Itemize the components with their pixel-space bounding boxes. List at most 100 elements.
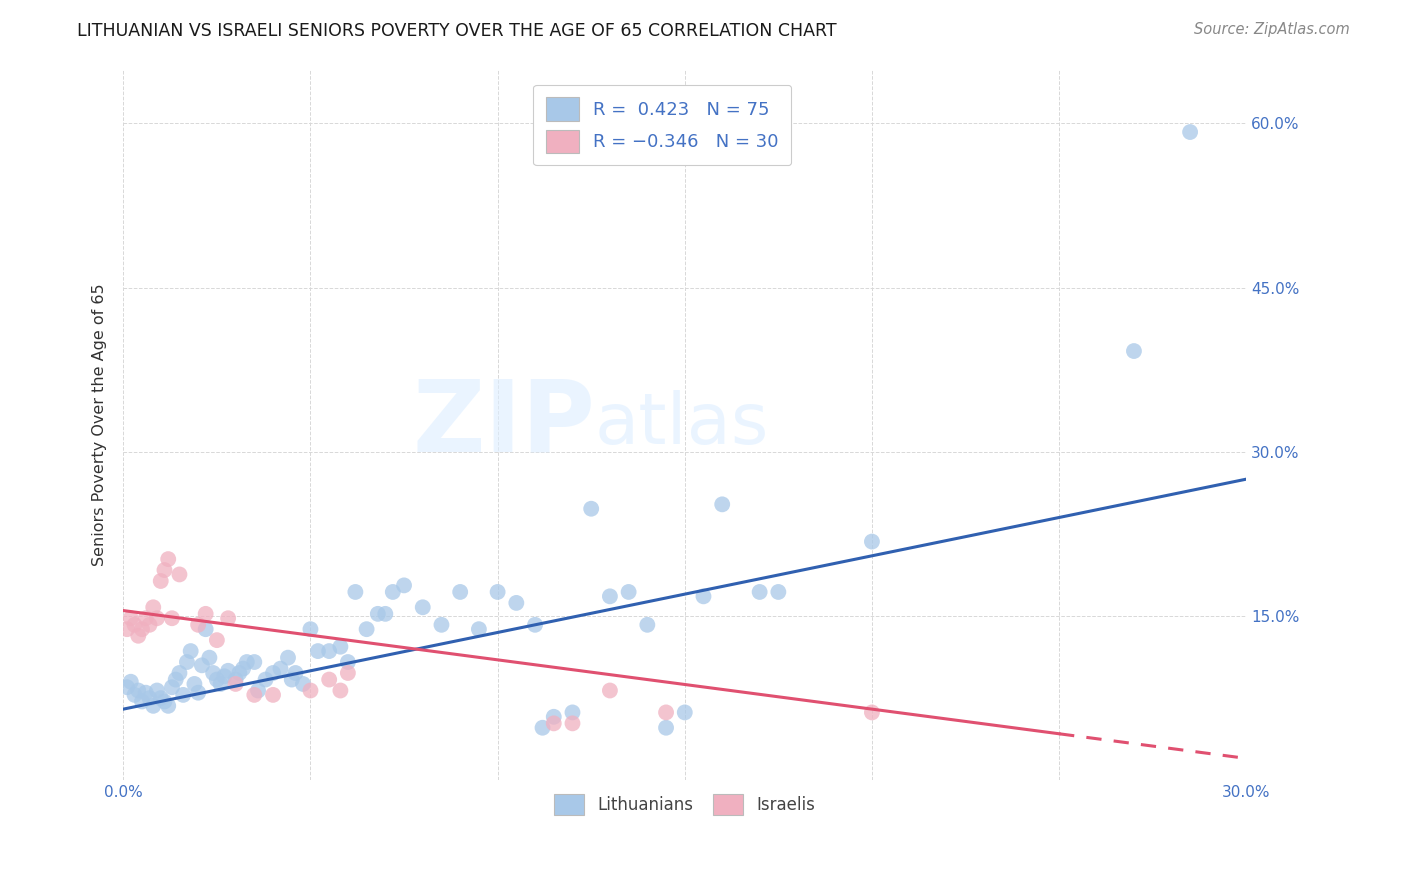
Point xyxy=(599,683,621,698)
Point xyxy=(318,673,340,687)
Point xyxy=(284,665,307,680)
Point xyxy=(124,617,146,632)
Point xyxy=(225,677,247,691)
Point xyxy=(131,622,153,636)
Point xyxy=(194,622,217,636)
Point xyxy=(543,716,565,731)
Point xyxy=(169,665,191,680)
Point xyxy=(172,688,194,702)
Point xyxy=(198,650,221,665)
Point xyxy=(336,665,359,680)
Point xyxy=(243,655,266,669)
Point xyxy=(146,611,169,625)
Point xyxy=(232,662,254,676)
Point xyxy=(205,673,228,687)
Point xyxy=(225,673,247,687)
Point xyxy=(636,617,658,632)
Point xyxy=(160,680,183,694)
Point xyxy=(270,662,292,676)
Point xyxy=(486,585,509,599)
Point xyxy=(468,622,491,636)
Point xyxy=(243,688,266,702)
Point xyxy=(277,650,299,665)
Point xyxy=(430,617,453,632)
Point xyxy=(617,585,640,599)
Point xyxy=(217,611,239,625)
Point xyxy=(142,698,165,713)
Point xyxy=(748,585,770,599)
Text: LITHUANIAN VS ISRAELI SENIORS POVERTY OVER THE AGE OF 65 CORRELATION CHART: LITHUANIAN VS ISRAELI SENIORS POVERTY OV… xyxy=(77,22,837,40)
Point xyxy=(205,633,228,648)
Point xyxy=(228,665,250,680)
Point xyxy=(135,686,157,700)
Point xyxy=(291,677,314,691)
Point xyxy=(356,622,378,636)
Point xyxy=(157,698,180,713)
Point xyxy=(543,710,565,724)
Point xyxy=(524,617,547,632)
Point xyxy=(194,607,217,621)
Point xyxy=(127,629,149,643)
Point xyxy=(655,706,678,720)
Point xyxy=(120,611,142,625)
Point xyxy=(214,669,236,683)
Point xyxy=(860,706,883,720)
Point xyxy=(217,664,239,678)
Point xyxy=(157,552,180,566)
Point xyxy=(247,683,270,698)
Point xyxy=(180,644,202,658)
Point xyxy=(202,665,225,680)
Y-axis label: Seniors Poverty Over the Age of 65: Seniors Poverty Over the Age of 65 xyxy=(93,283,107,566)
Point xyxy=(187,617,209,632)
Point xyxy=(131,694,153,708)
Point xyxy=(531,721,554,735)
Point xyxy=(280,673,302,687)
Point xyxy=(149,574,172,588)
Point xyxy=(449,585,471,599)
Point xyxy=(142,600,165,615)
Point xyxy=(307,644,329,658)
Point xyxy=(344,585,367,599)
Point xyxy=(176,655,198,669)
Point xyxy=(153,694,176,708)
Point xyxy=(505,596,527,610)
Point xyxy=(374,607,396,621)
Point xyxy=(191,658,214,673)
Point xyxy=(120,674,142,689)
Legend: Lithuanians, Israelis: Lithuanians, Israelis xyxy=(544,784,825,825)
Point xyxy=(381,585,404,599)
Point xyxy=(262,665,284,680)
Point xyxy=(169,567,191,582)
Point xyxy=(673,706,696,720)
Point xyxy=(236,655,259,669)
Point xyxy=(138,691,160,706)
Point xyxy=(138,617,160,632)
Point xyxy=(160,611,183,625)
Point xyxy=(146,683,169,698)
Point xyxy=(329,683,352,698)
Point xyxy=(367,607,389,621)
Point xyxy=(254,673,277,687)
Point xyxy=(262,688,284,702)
Point xyxy=(561,716,583,731)
Point xyxy=(124,688,146,702)
Point xyxy=(1123,344,1146,359)
Point xyxy=(149,691,172,706)
Point xyxy=(127,683,149,698)
Point xyxy=(153,563,176,577)
Point xyxy=(299,683,322,698)
Text: ZIP: ZIP xyxy=(412,376,595,473)
Point xyxy=(187,686,209,700)
Point xyxy=(711,497,734,511)
Point xyxy=(115,680,138,694)
Text: Source: ZipAtlas.com: Source: ZipAtlas.com xyxy=(1194,22,1350,37)
Point xyxy=(183,677,205,691)
Point xyxy=(299,622,322,636)
Point xyxy=(115,622,138,636)
Point xyxy=(655,721,678,735)
Point xyxy=(1178,125,1201,139)
Point xyxy=(579,501,602,516)
Point xyxy=(329,640,352,654)
Point xyxy=(860,534,883,549)
Point xyxy=(768,585,790,599)
